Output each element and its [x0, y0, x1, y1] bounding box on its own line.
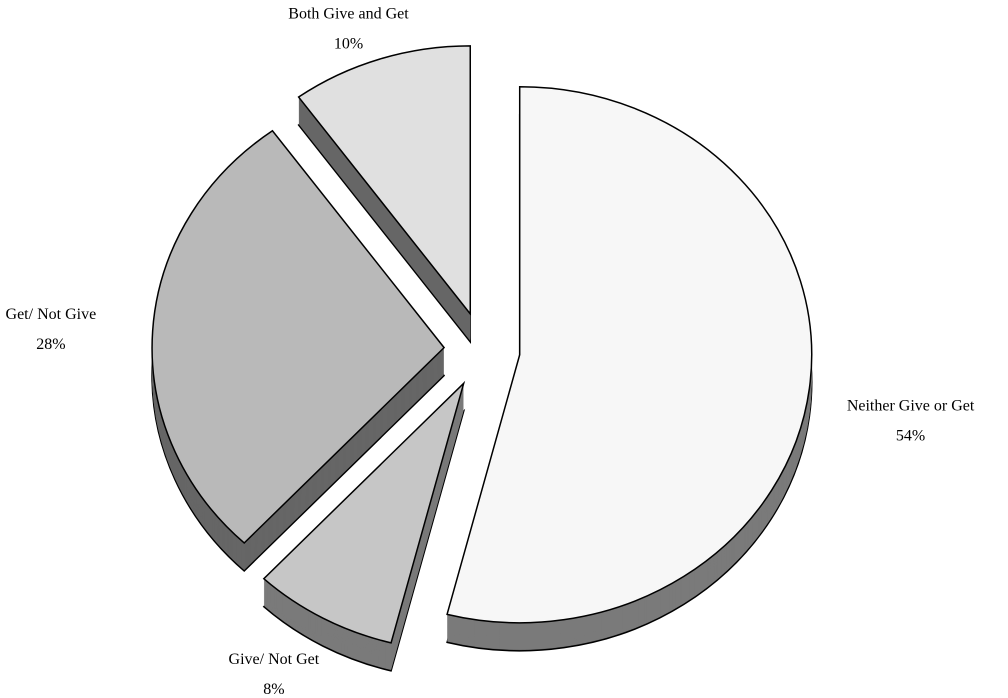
- slice-label: Neither Give or Get: [847, 397, 975, 414]
- slice-value-label: 28%: [36, 336, 65, 353]
- slice-value-label: 8%: [263, 681, 284, 698]
- slice-value-label: 10%: [334, 36, 363, 53]
- slice: [151, 129, 446, 544]
- slice: [262, 380, 466, 644]
- slice: [446, 86, 813, 624]
- slice-label: Get/ Not Give: [6, 306, 97, 323]
- slice-value-label: 54%: [896, 427, 925, 444]
- slice: [297, 45, 472, 317]
- slice-label: Both Give and Get: [288, 6, 409, 23]
- slice-label: Give/ Not Get: [229, 651, 320, 668]
